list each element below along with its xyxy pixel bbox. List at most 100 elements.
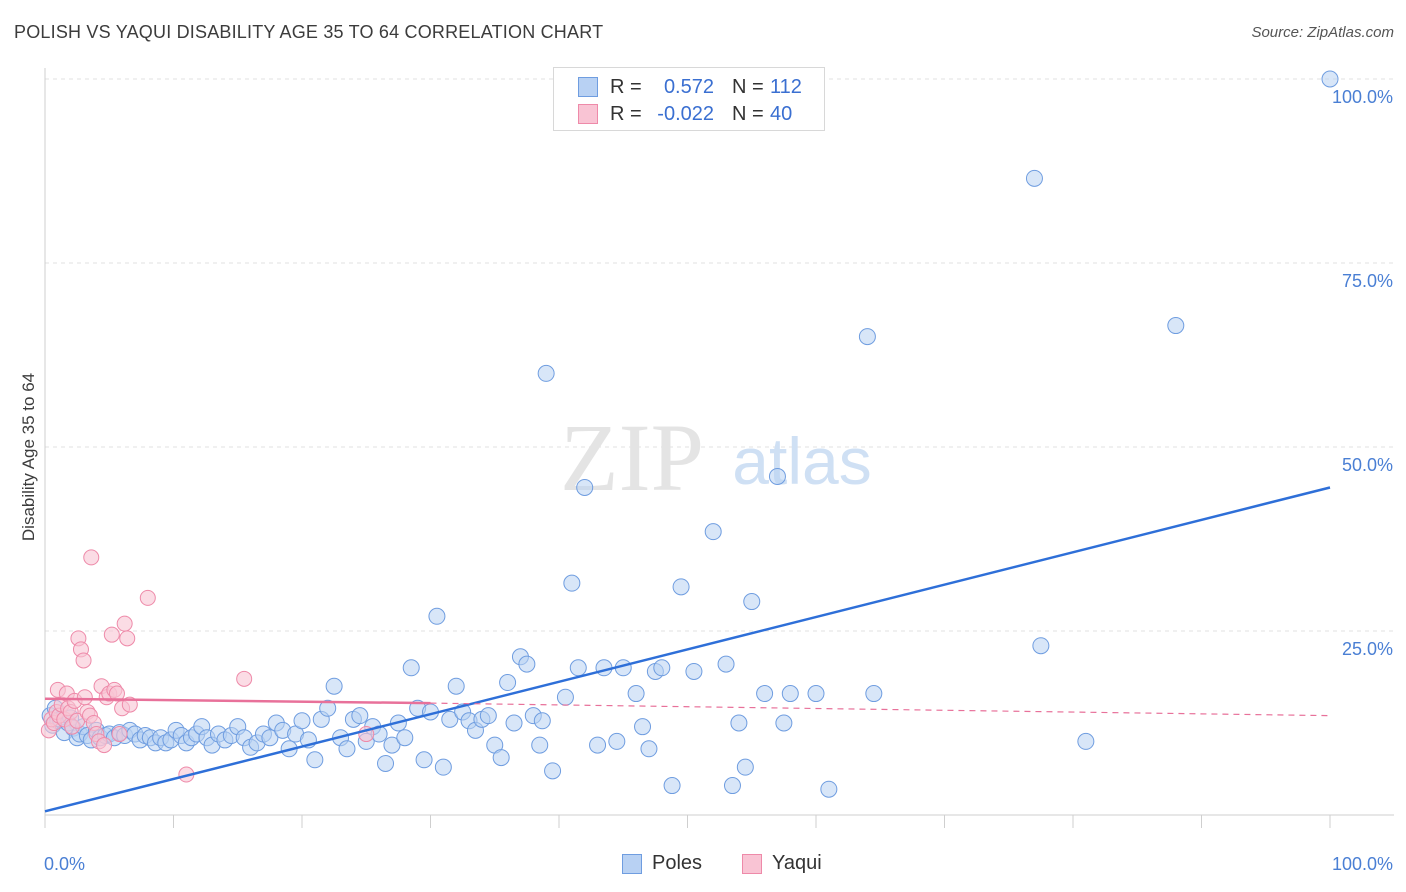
poles-point	[685, 662, 703, 680]
poles-point	[1025, 169, 1043, 187]
poles-point	[447, 677, 465, 695]
yaqui-swatch	[578, 104, 598, 124]
r-value: -0.022	[657, 102, 714, 125]
poles-point	[640, 740, 658, 758]
poles-point	[672, 578, 690, 596]
watermark-atlas: atlas	[732, 424, 871, 498]
poles-point	[1077, 732, 1095, 750]
poles-point	[865, 685, 883, 703]
n-value: 112	[770, 75, 802, 98]
poles-point	[325, 677, 343, 695]
axes	[44, 68, 1394, 828]
poles-point	[261, 729, 279, 747]
yaqui-point	[119, 630, 136, 647]
trend-lines	[44, 486, 1331, 813]
x-tick-label-max: 100.0%	[1332, 854, 1393, 874]
poles-trend-line	[44, 486, 1331, 813]
source-label: Source: ZipAtlas.com	[1251, 24, 1394, 41]
legend-item-poles[interactable]: Poles	[622, 852, 702, 875]
poles-point	[505, 714, 523, 732]
poles-point	[428, 607, 446, 625]
poles-point	[663, 777, 681, 795]
r-label: R =	[610, 75, 642, 98]
poles-point	[589, 736, 607, 754]
legend-row-poles: R = 0.572 N = 112	[578, 75, 802, 99]
poles-point	[499, 674, 517, 692]
poles-point	[351, 707, 369, 725]
poles-point	[518, 655, 536, 673]
poles-swatch	[578, 77, 598, 97]
poles-point	[492, 749, 510, 767]
poles-point	[533, 712, 551, 730]
y-tick-label: 75.0%	[1342, 271, 1393, 291]
poles-point	[338, 740, 356, 758]
r-label: R =	[610, 102, 642, 125]
yaqui-point	[236, 670, 253, 687]
y-tick-label: 25.0%	[1342, 639, 1393, 659]
poles-point	[730, 714, 748, 732]
r-value: 0.572	[663, 75, 714, 98]
poles-point	[576, 478, 594, 496]
yaqui-legend-label: Yaqui	[772, 852, 822, 874]
yaqui-point	[96, 737, 113, 754]
tick-labels: 25.0% 50.0% 75.0% 100.0% 0.0% 100.0%	[44, 87, 1393, 874]
yaqui-legend-swatch	[742, 853, 763, 874]
poles-point	[634, 718, 652, 736]
poles-point	[858, 328, 876, 346]
yaqui-point	[139, 589, 156, 606]
data-points	[40, 70, 1339, 798]
poles-point	[807, 685, 825, 703]
poles-point	[434, 758, 452, 776]
poles-point	[544, 762, 562, 780]
poles-point	[717, 655, 735, 673]
poles-point	[537, 364, 555, 382]
poles-point	[1167, 317, 1185, 335]
poles-point	[608, 732, 626, 750]
yaqui-point	[83, 549, 100, 566]
grid-lines	[45, 78, 1394, 632]
x-tick-label-min: 0.0%	[44, 854, 85, 874]
poles-point	[820, 780, 838, 798]
poles-point	[627, 685, 645, 703]
y-tick-label: 50.0%	[1342, 455, 1393, 475]
poles-point	[293, 712, 311, 730]
series-legend: Poles Yaqui	[622, 852, 862, 875]
poles-point	[756, 685, 774, 703]
legend-row-yaqui: R = -0.022 N = 40	[578, 102, 792, 126]
poles-point	[743, 593, 761, 611]
chart-title: POLISH VS YAQUI DISABILITY AGE 35 TO 64 …	[14, 22, 604, 42]
yaqui-trend-extension	[430, 702, 1331, 717]
n-label: N =	[732, 102, 764, 125]
poles-point	[479, 707, 497, 725]
poles-point	[704, 523, 722, 541]
poles-legend-label: Poles	[652, 852, 703, 874]
poles-point	[556, 688, 574, 706]
poles-point	[441, 710, 459, 728]
poles-point	[781, 685, 799, 703]
yaqui-point	[108, 685, 125, 702]
poles-point	[531, 736, 549, 754]
correlation-legend: R = 0.572 N = 112 R = -0.022 N = 40	[553, 67, 825, 131]
n-value: 40	[770, 102, 793, 125]
yaqui-point	[103, 626, 120, 643]
poles-point	[723, 777, 741, 795]
poles-point	[736, 758, 754, 776]
poles-point	[383, 736, 401, 754]
poles-point	[306, 751, 324, 769]
poles-point	[563, 574, 581, 592]
poles-point	[396, 729, 414, 747]
legend-item-yaqui[interactable]: Yaqui	[742, 852, 822, 875]
poles-point	[569, 659, 587, 677]
poles-point	[653, 659, 671, 677]
y-tick-label: 100.0%	[1332, 87, 1393, 107]
poles-point	[377, 754, 395, 772]
poles-point	[1032, 637, 1050, 655]
yaqui-trend-line	[44, 697, 431, 705]
poles-point	[1321, 70, 1339, 88]
yaqui-point	[116, 615, 133, 632]
yaqui-point	[76, 689, 93, 706]
poles-point	[319, 699, 337, 717]
yaqui-point	[111, 726, 128, 743]
poles-point	[775, 714, 793, 732]
